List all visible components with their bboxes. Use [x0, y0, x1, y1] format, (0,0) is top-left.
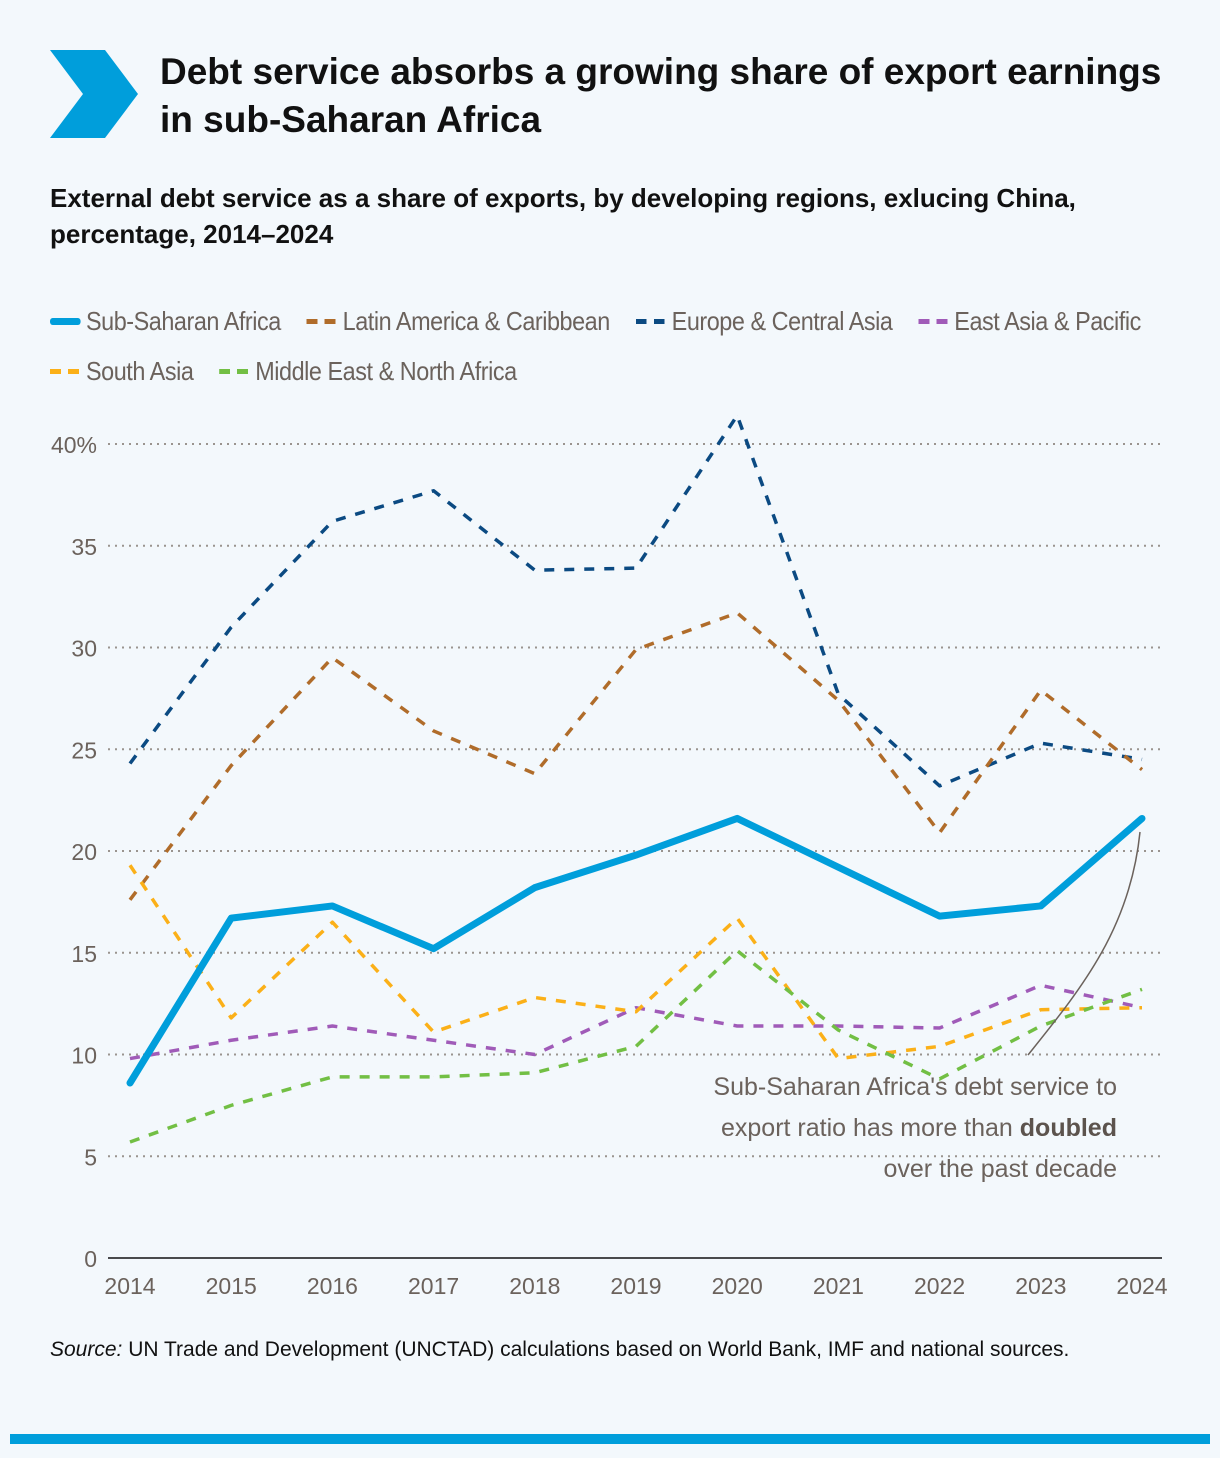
x-tick-label: 2017	[408, 1273, 459, 1299]
legend-label: East Asia & Pacific	[954, 306, 1141, 336]
legend-swatch	[306, 318, 338, 324]
annotation-leader-line	[1027, 831, 1141, 1056]
source-text: UN Trade and Development (UNCTAD) calcul…	[122, 1338, 1070, 1361]
legend-label: Sub-Saharan Africa	[86, 306, 281, 336]
y-tick-label: 40%	[51, 432, 97, 458]
series-line-europe-central-asia	[128, 413, 1143, 788]
x-tick-label: 2019	[610, 1273, 661, 1299]
x-tick-label: 2022	[914, 1273, 965, 1299]
x-tick-label: 2023	[1015, 1273, 1066, 1299]
legend-item: Sub-Saharan Africa	[50, 296, 281, 346]
chart-subtitle: External debt service as a share of expo…	[50, 183, 1076, 249]
x-tick-label: 2020	[712, 1273, 763, 1299]
series-line-south-asia	[128, 864, 1143, 1061]
chevron-logo-icon	[50, 50, 138, 138]
legend-item: Europe & Central Asia	[635, 296, 893, 346]
y-tick-label: 35	[71, 534, 97, 560]
x-tick-label: 2018	[509, 1273, 560, 1299]
x-tick-label: 2014	[104, 1273, 155, 1299]
annotation-line-2: export ratio has more than doubled	[721, 1114, 1117, 1142]
y-tick-label: 15	[71, 941, 97, 967]
source-label: Source:	[50, 1338, 123, 1361]
y-tick-label: 25	[71, 737, 97, 763]
legend-label: Latin America & Caribbean	[342, 306, 611, 336]
legend-label: South Asia	[86, 356, 194, 386]
legend-item: South Asia	[50, 346, 194, 396]
x-tick-label: 2024	[1116, 1273, 1167, 1299]
legend: Sub-Saharan Africa Latin America & Carib…	[50, 296, 1180, 396]
y-tick-label: 30	[71, 636, 97, 662]
legend-swatch	[50, 317, 81, 325]
legend-item: East Asia & Pacific	[918, 296, 1141, 346]
y-tick-label: 20	[71, 839, 97, 865]
annotation-emphasis: doubled	[1020, 1114, 1117, 1142]
annotation-line-1: Sub-Saharan Africa's debt service to	[713, 1073, 1117, 1101]
legend-label: Middle East & North Africa	[255, 356, 517, 386]
chart-title: Debt service absorbs a growing share of …	[160, 51, 1162, 140]
series-line-east-asia-pacific	[129, 983, 1143, 1061]
annotation-line-3: over the past decade	[884, 1155, 1118, 1183]
legend-item: Latin America & Caribbean	[306, 296, 611, 346]
y-tick-label: 5	[84, 1144, 97, 1170]
y-tick-label: 0	[84, 1246, 97, 1272]
bottom-accent-bar	[10, 1434, 1210, 1444]
line-chart: 0 5 10 15 20 25 30 35 40% 2014 2015 2016 2017 2018 201…	[51, 413, 1168, 1299]
y-tick-label: 10	[71, 1043, 97, 1069]
legend-swatch	[635, 318, 667, 324]
x-tick-label: 2015	[206, 1273, 257, 1299]
annotation-text: export ratio has more than	[721, 1114, 1020, 1142]
legend-swatch	[918, 318, 949, 324]
legend-label: Europe & Central Asia	[671, 306, 893, 336]
x-tick-label: 2021	[813, 1273, 864, 1299]
series-line-latin-america-caribbean	[128, 611, 1144, 901]
legend-swatch	[219, 368, 250, 374]
series-line-sub-saharan-africa	[126, 814, 1146, 1087]
legend-item: Middle East & North Africa	[219, 346, 517, 396]
source-note: Source: UN Trade and Development (UNCTAD…	[50, 1336, 1170, 1364]
legend-swatch	[50, 368, 81, 374]
x-tick-label: 2016	[307, 1273, 358, 1299]
